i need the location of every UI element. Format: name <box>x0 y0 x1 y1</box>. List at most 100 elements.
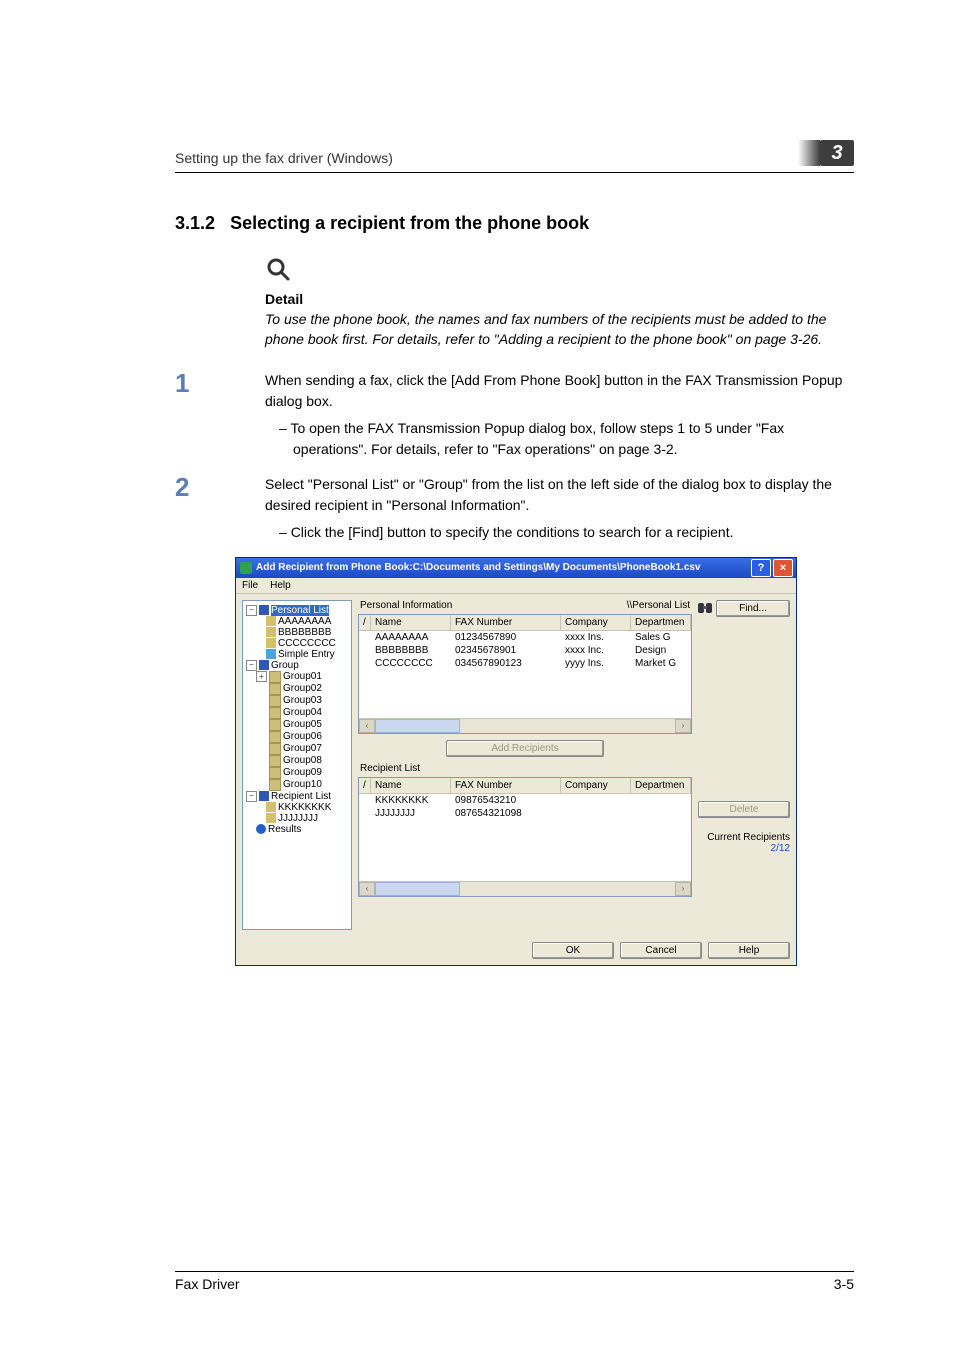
footer-left: Fax Driver <box>175 1276 240 1292</box>
tree-results[interactable]: Results <box>268 824 301 835</box>
tree-panel[interactable]: −Personal List AAAAAAAABBBBBBBBCCCCCCCC … <box>242 600 352 930</box>
card-icon <box>266 627 276 637</box>
cancel-button[interactable]: Cancel <box>620 942 702 959</box>
card-icon <box>266 638 276 648</box>
tree-entry[interactable]: CCCCCCCC <box>278 638 336 649</box>
detail-body: To use the phone book, the names and fax… <box>265 309 854 350</box>
tree-entry[interactable]: KKKKKKKK <box>278 802 331 813</box>
step-number: 2 <box>175 474 265 543</box>
section-title: Selecting a recipient from the phone boo… <box>230 213 589 233</box>
personal-info-label: Personal Information <box>360 600 452 611</box>
titlebar-close-button[interactable]: × <box>773 559 793 577</box>
scroll-thumb[interactable] <box>375 882 460 896</box>
scroll-left-icon[interactable]: ‹ <box>359 882 375 896</box>
step-number: 1 <box>175 370 265 460</box>
group-icon <box>269 695 281 707</box>
tree-group-item[interactable]: Group04 <box>283 707 322 718</box>
tree-group-item[interactable]: Group05 <box>283 719 322 730</box>
tree-group[interactable]: Group <box>271 660 299 671</box>
folder-icon <box>259 605 269 615</box>
scroll-right-icon[interactable]: › <box>675 719 691 733</box>
tree-entry[interactable]: JJJJJJJJ <box>278 813 318 824</box>
titlebar-help-button[interactable]: ? <box>751 559 771 577</box>
folder-icon <box>259 791 269 801</box>
section-heading: 3.1.2 Selecting a recipient from the pho… <box>175 213 854 234</box>
chapter-badge: 3 <box>820 140 854 166</box>
tree-group-item[interactable]: Group01 <box>283 671 322 682</box>
current-recipients-label: Current Recipients <box>698 832 790 843</box>
titlebar[interactable]: Add Recipient from Phone Book:C:\Documen… <box>236 558 796 578</box>
group-icon <box>269 671 281 683</box>
group-icon <box>269 683 281 695</box>
card-icon <box>266 616 276 626</box>
recipient-list[interactable]: / Name FAX Number Company Departmen KKKK… <box>358 777 692 897</box>
group-icon <box>269 779 281 791</box>
tree-group-item[interactable]: Group08 <box>283 755 322 766</box>
group-icon <box>269 743 281 755</box>
delete-button[interactable]: Delete <box>698 801 790 818</box>
tree-simple-entry[interactable]: Simple Entry <box>278 649 335 660</box>
personal-info-path: \\Personal List <box>627 600 690 611</box>
scroll-track[interactable] <box>460 720 675 732</box>
app-icon <box>240 562 252 574</box>
h-scrollbar[interactable]: ‹ › <box>359 718 691 733</box>
menubar: File Help <box>236 578 796 594</box>
scroll-track[interactable] <box>460 883 675 895</box>
group-icon <box>269 731 281 743</box>
section-number: 3.1.2 <box>175 213 215 233</box>
menu-file[interactable]: File <box>242 580 258 591</box>
list-row[interactable]: CCCCCCCC 034567890123 yyyy Ins. Market G <box>359 657 691 670</box>
h-scrollbar[interactable]: ‹ › <box>359 881 691 896</box>
tree-group-item[interactable]: Group10 <box>283 779 322 790</box>
personal-info-list[interactable]: / Name FAX Number Company Departmen AAAA… <box>358 614 692 734</box>
group-icon <box>269 767 281 779</box>
list-row[interactable]: BBBBBBBB 02345678901 xxxx Inc. Design <box>359 644 691 657</box>
tree-group-item[interactable]: Group03 <box>283 695 322 706</box>
phonebook-dialog: Add Recipient from Phone Book:C:\Documen… <box>235 557 797 966</box>
list-row[interactable]: AAAAAAAA 01234567890 xxxx Ins. Sales G <box>359 631 691 644</box>
group-icon <box>269 707 281 719</box>
dialog-title: Add Recipient from Phone Book:C:\Documen… <box>256 562 701 573</box>
expand-icon[interactable]: − <box>246 605 257 616</box>
card-icon <box>266 813 276 823</box>
scroll-thumb[interactable] <box>375 719 460 733</box>
scroll-left-icon[interactable]: ‹ <box>359 719 375 733</box>
step-sub: To open the FAX Transmission Popup dialo… <box>293 418 854 460</box>
tree-group-item[interactable]: Group02 <box>283 683 322 694</box>
detail-heading: Detail <box>265 291 854 307</box>
footer-right: 3-5 <box>834 1276 854 1292</box>
breadcrumb: Setting up the fax driver (Windows) <box>175 150 393 166</box>
step-body: When sending a fax, click the [Add From … <box>265 370 854 460</box>
tree-recipient-list[interactable]: Recipient List <box>271 791 331 802</box>
binoculars-icon <box>698 600 712 616</box>
list-row[interactable]: KKKKKKKK 09876543210 <box>359 794 691 807</box>
add-recipients-button[interactable]: Add Recipients <box>446 740 604 757</box>
results-icon <box>256 824 266 834</box>
tree-entry[interactable]: AAAAAAAA <box>278 616 331 627</box>
ok-button[interactable]: OK <box>532 942 614 959</box>
expand-icon[interactable]: − <box>246 660 257 671</box>
scroll-right-icon[interactable]: › <box>675 882 691 896</box>
tree-group-item[interactable]: Group07 <box>283 743 322 754</box>
expand-icon[interactable]: + <box>256 671 267 682</box>
recipient-list-label: Recipient List <box>360 763 420 774</box>
find-button[interactable]: Find... <box>716 600 790 617</box>
magnifier-icon <box>265 256 291 282</box>
tree-entry[interactable]: BBBBBBBB <box>278 627 331 638</box>
group-icon <box>269 755 281 767</box>
list-row[interactable]: JJJJJJJJ 087654321098 <box>359 807 691 820</box>
expand-icon[interactable]: − <box>246 791 257 802</box>
tree-group-item[interactable]: Group09 <box>283 767 322 778</box>
recipient-count: 2/12 <box>698 843 790 854</box>
step-body: Select "Personal List" or "Group" from t… <box>265 474 854 543</box>
menu-help[interactable]: Help <box>270 580 291 591</box>
tree-personal-list[interactable]: Personal List <box>271 605 329 616</box>
header-rule <box>175 172 854 173</box>
card-icon <box>266 802 276 812</box>
folder-icon <box>259 660 269 670</box>
tree-group-item[interactable]: Group06 <box>283 731 322 742</box>
simple-entry-icon <box>266 649 276 659</box>
step-sub: Click the [Find] button to specify the c… <box>293 522 854 543</box>
group-icon <box>269 719 281 731</box>
help-button[interactable]: Help <box>708 942 790 959</box>
